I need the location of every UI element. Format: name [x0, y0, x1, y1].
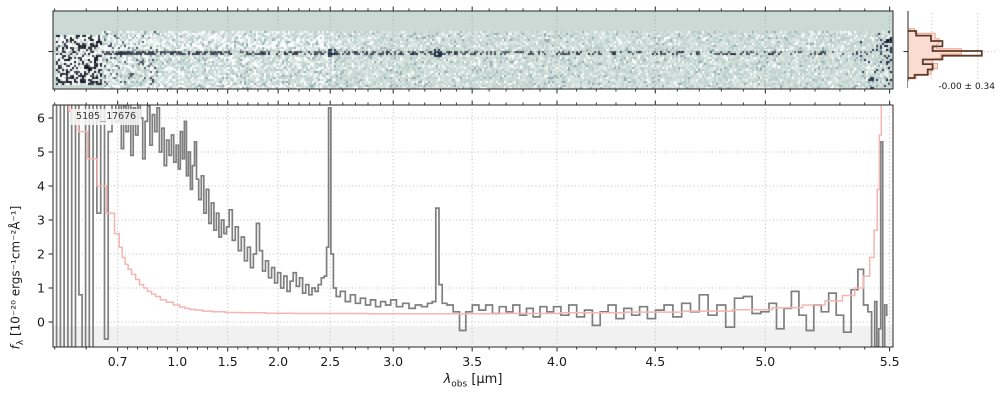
x-tick-label: 4.5 [645, 354, 665, 369]
axes-box-1d [52, 104, 894, 348]
series-uncertainty [68, 105, 883, 315]
y-tick-label: 6 [37, 110, 45, 125]
x-axis-label: λobs [μm] [373, 372, 573, 390]
x-tick-label: 0.7 [108, 354, 128, 369]
x-axis-symbol: λ [443, 372, 452, 387]
y-tick-label: 3 [37, 212, 45, 227]
x-tick-label: 1.0 [167, 354, 187, 369]
x-tick-label: 5.5 [880, 354, 900, 369]
spectrum-lines [55, 105, 888, 347]
residual-stats-label: -0.00 ± 0.34 [908, 81, 996, 94]
x-tick-label: 3.5 [462, 354, 482, 369]
x-axis-unit: [μm] [467, 372, 503, 387]
y-tick-label: 2 [37, 246, 45, 261]
x-tick-label: 2.0 [268, 354, 288, 369]
x-tick-label: 2.5 [320, 354, 340, 369]
x-tick-label: 3.0 [383, 354, 403, 369]
x-tick-label: 5.0 [755, 354, 775, 369]
x-tick-label: 1.5 [218, 354, 238, 369]
y-axis-unit: [10⁻²⁰ ergs⁻¹cm⁻²Å⁻¹] [8, 205, 23, 340]
y-tick-label: 1 [37, 280, 45, 295]
x-axis-symbol-sub: obs [451, 379, 468, 390]
spectrum-1d-panel [52, 104, 894, 348]
y-tick-label: 0 [37, 314, 45, 329]
below-zero-shade [53, 326, 893, 347]
axis-ticks-1d: 0.7 1.0 1.5 2.0 2.5 3.0 3.5 4.0 4.5 5.0 5.5 0 1 2 3 4 5 6 [37, 6, 900, 369]
object-id-label: 5105_17676 [71, 109, 142, 125]
spectrum-2d-overlay [48, 10, 894, 90]
series-spectrum [55, 105, 888, 347]
y-tick-label: 4 [37, 178, 45, 193]
y-axis-symbol-sub: λ [16, 339, 26, 346]
x-tick-label: 4.0 [547, 354, 567, 369]
spectrum-2d-image [53, 11, 893, 89]
y-tick-label: 5 [37, 144, 45, 159]
residual-histogram-panel [903, 11, 997, 89]
histogram-line [908, 30, 983, 79]
axes-box-2d [52, 10, 894, 90]
y-axis-symbol: f [8, 345, 23, 350]
y-axis-label: fλ [10⁻²⁰ ergs⁻¹cm⁻²Å⁻¹] [9, 206, 26, 350]
